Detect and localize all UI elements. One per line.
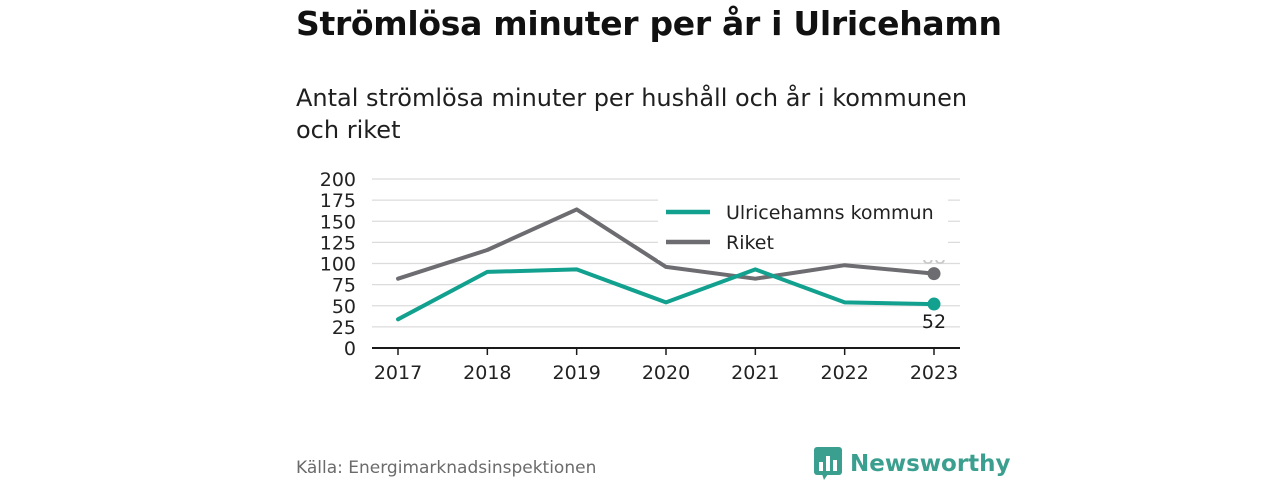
y-tick-label: 100 — [320, 254, 356, 276]
data-label: 52 — [922, 311, 946, 333]
chart-title: Strömlösa minuter per år i Ulricehamn — [296, 4, 1002, 43]
brand-logo[interactable]: Newsworthy — [814, 446, 1011, 482]
series-end-point — [927, 297, 941, 311]
y-tick-label: 75 — [332, 275, 356, 297]
legend: Ulricehamns kommun Riket — [658, 196, 948, 260]
y-tick-label: 125 — [320, 232, 356, 254]
x-tick-label: 2020 — [642, 362, 690, 384]
y-tick-label: 150 — [320, 211, 356, 233]
y-tick-label: 200 — [320, 169, 356, 191]
legend-background — [658, 196, 948, 260]
x-tick-label: 2018 — [463, 362, 511, 384]
chart-subtitle: Antal strömlösa minuter per hushåll och … — [296, 84, 968, 144]
y-tick-label: 25 — [332, 317, 356, 339]
x-tick-label: 2019 — [552, 362, 600, 384]
y-tick-label: 0 — [344, 338, 356, 360]
x-tick-label: 2022 — [820, 362, 868, 384]
legend-label: Ulricehamns kommun — [726, 202, 934, 224]
newsworthy-logo-icon — [814, 447, 842, 480]
series-end-point — [927, 267, 941, 281]
series-line — [396, 267, 936, 322]
x-tick-label: 2021 — [731, 362, 779, 384]
source-note: Källa: Energimarknadsinspektionen — [296, 458, 597, 478]
x-tick-label: 2017 — [374, 362, 422, 384]
x-tick-label: 2023 — [910, 362, 958, 384]
brand-name: Newsworthy — [850, 451, 1011, 477]
series-line — [396, 207, 936, 281]
y-tick-label: 175 — [320, 190, 356, 212]
y-tick-label: 50 — [332, 296, 356, 318]
legend-label: Riket — [726, 232, 774, 254]
